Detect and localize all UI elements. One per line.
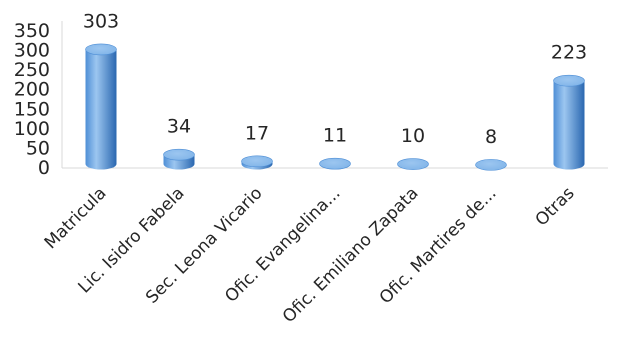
bar xyxy=(163,148,195,170)
bar-top-cap xyxy=(241,155,273,168)
category-label: Otras xyxy=(532,183,579,230)
data-label: 17 xyxy=(245,122,269,144)
bar-body xyxy=(85,49,117,170)
bar xyxy=(85,43,117,170)
y-tick-label: 0 xyxy=(38,157,50,179)
data-label: 34 xyxy=(167,116,191,138)
bar xyxy=(397,158,429,170)
data-label: 11 xyxy=(323,125,347,147)
category-label: Matricula xyxy=(41,183,111,253)
y-tick-label: 200 xyxy=(14,79,50,101)
y-tick-label: 300 xyxy=(14,40,50,62)
bar xyxy=(475,159,507,171)
data-label: 8 xyxy=(485,126,497,148)
y-tick-label: 150 xyxy=(14,98,50,120)
y-tick-label: 100 xyxy=(14,118,50,140)
data-label: 223 xyxy=(551,42,587,64)
data-label: 303 xyxy=(83,10,119,32)
bar-top-cap xyxy=(319,157,351,170)
bar-top-cap xyxy=(397,158,429,170)
bar xyxy=(319,157,351,170)
data-label: 10 xyxy=(401,125,425,147)
y-tick-label: 250 xyxy=(14,59,50,81)
y-tick-label: 50 xyxy=(26,137,50,159)
bar-body xyxy=(553,80,585,170)
bar xyxy=(241,155,273,170)
data-labels: 303 34 17 11 10 8 223 xyxy=(83,10,587,147)
bar-top-cap xyxy=(553,74,585,87)
bar-top-cap xyxy=(475,159,507,171)
bars xyxy=(85,43,585,171)
bar xyxy=(553,74,585,170)
category-label: Ofic. Emiliano Zapata xyxy=(279,183,423,327)
y-tick-label: 350 xyxy=(14,20,50,42)
bar-top-cap xyxy=(163,148,195,161)
bar-top-cap xyxy=(85,43,117,56)
